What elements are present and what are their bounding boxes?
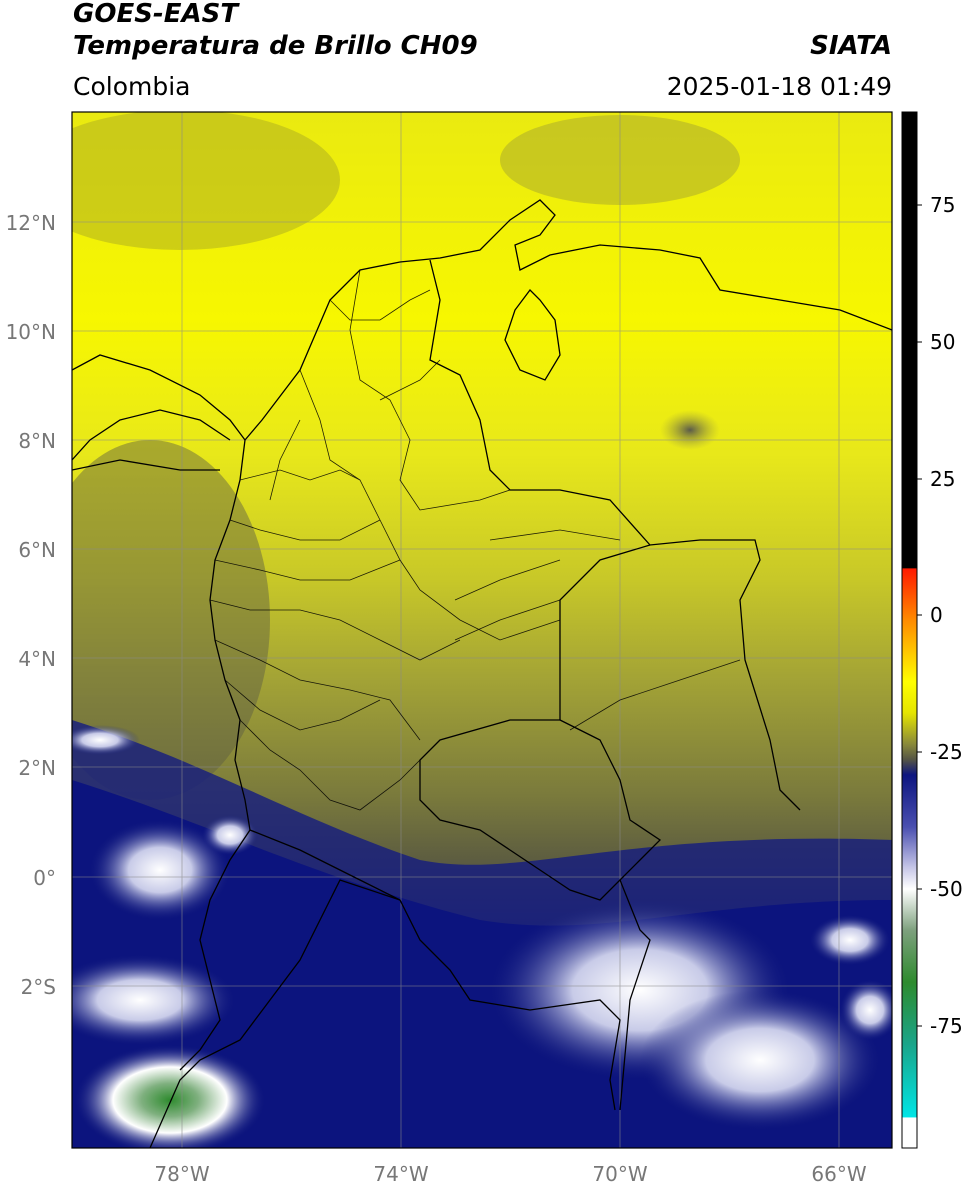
graticule bbox=[72, 112, 892, 1148]
colorbar-tick: 25 bbox=[930, 467, 955, 491]
colorbar: 75 50 25 0 -25 -50 -75 bbox=[901, 111, 963, 1149]
satellite-title: GOES-EAST bbox=[73, 0, 240, 29]
lat-label: 12°N bbox=[6, 211, 56, 235]
lon-label: 66°W bbox=[811, 1162, 866, 1186]
colorbar-tick: -75 bbox=[930, 1014, 963, 1038]
colorbar-tick: -25 bbox=[930, 740, 963, 764]
longitude-labels: 78°W 74°W 70°W 66°W bbox=[154, 1162, 866, 1186]
colorbar-tick: 50 bbox=[930, 330, 955, 354]
organization-label: SIATA bbox=[810, 31, 892, 61]
lon-label: 70°W bbox=[592, 1162, 647, 1186]
lat-label: 4°N bbox=[18, 647, 56, 671]
lat-label: 8°N bbox=[18, 429, 56, 453]
colorbar-tick: 0 bbox=[930, 603, 943, 627]
colorbar-tick: 75 bbox=[930, 193, 955, 217]
lat-label: 6°N bbox=[18, 538, 56, 562]
lat-label: 10°N bbox=[6, 320, 56, 344]
department-borders bbox=[209, 269, 741, 811]
region-label: Colombia bbox=[73, 72, 190, 101]
colorbar-tick: -50 bbox=[930, 877, 963, 901]
lat-label: 0° bbox=[33, 866, 56, 890]
lon-label: 78°W bbox=[154, 1162, 209, 1186]
product-title: Temperatura de Brillo CH09 bbox=[73, 31, 478, 61]
latitude-labels: 12°N 10°N 8°N 6°N 4°N 2°N 0° 2°S bbox=[6, 211, 56, 999]
timestamp-label: 2025-01-18 01:49 bbox=[667, 72, 892, 101]
map-frame bbox=[71, 111, 893, 1149]
lat-label: 2°N bbox=[18, 756, 56, 780]
brightness-temperature-field bbox=[72, 112, 892, 1148]
lon-label: 74°W bbox=[373, 1162, 428, 1186]
lat-label: 2°S bbox=[21, 975, 56, 999]
country-borders bbox=[72, 199, 892, 1148]
